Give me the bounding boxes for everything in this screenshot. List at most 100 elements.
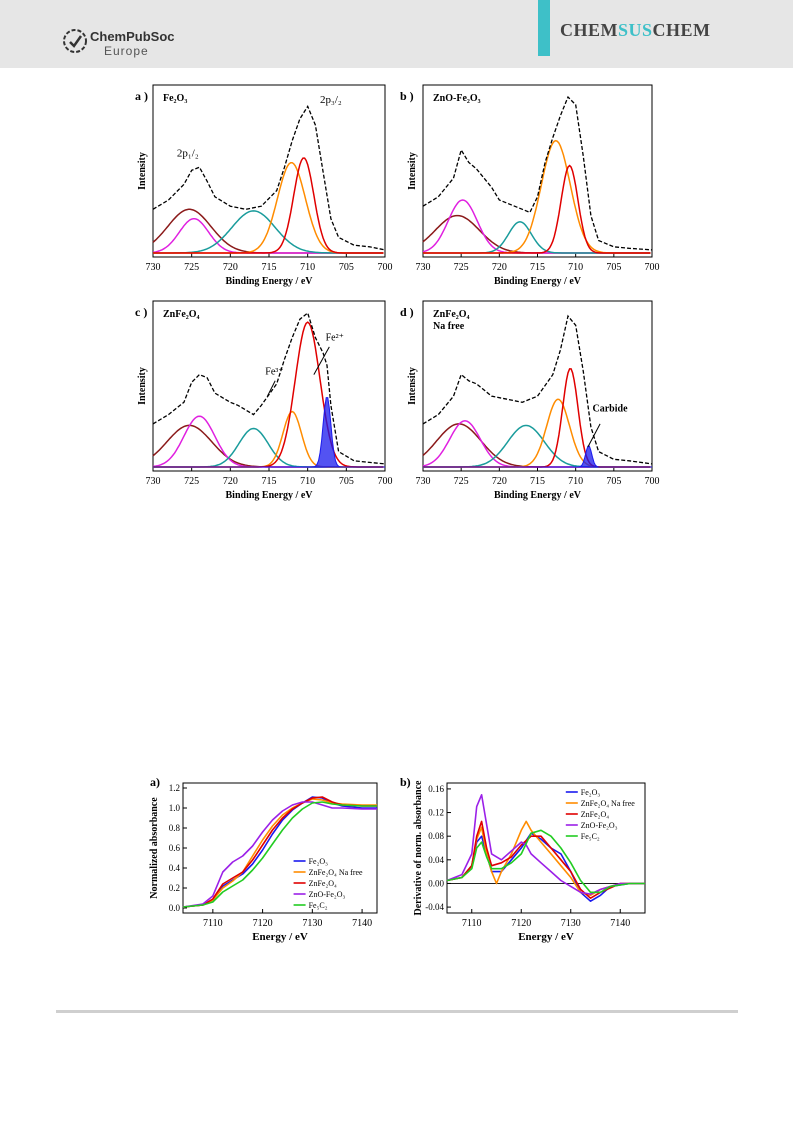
x-axis-label: Energy / eV (518, 931, 574, 943)
legend-label: Fe₂O₃ (581, 788, 601, 797)
y-tick-label: 1.2 (169, 783, 180, 793)
x-tick-label: 710 (568, 262, 583, 273)
page-header: ChemPubSoc Europe CHEMSUSCHEM (0, 0, 793, 68)
series-line (446, 820, 645, 900)
annotation-carbide: Carbide (593, 404, 629, 415)
annotation-fe2: Fe²⁺ (326, 333, 344, 344)
panel-label: b ) (400, 89, 414, 103)
y-tick-label: 0.8 (169, 823, 181, 833)
x-tick-label: 730 (146, 476, 161, 487)
x-tick-label: 725 (184, 476, 199, 487)
xas-panel-1: a) 7110 7120 7130 7140 0.0 0.2 0.4 0.6 0.8 1.0 1.2 E… (149, 775, 378, 943)
fit-peak-blue (423, 445, 652, 468)
panel-label: a) (150, 775, 160, 789)
x-tick-label: 705 (606, 476, 621, 487)
x-tick-label: 7120 (253, 918, 273, 929)
plot-frame (446, 782, 646, 914)
x-tick-label: 700 (378, 262, 393, 273)
x-tick-label: 720 (492, 476, 507, 487)
legend-label: Fe₅C₂ (581, 832, 600, 841)
y-axis-label: Intensity (407, 152, 418, 190)
x-tick-label: 715 (530, 476, 545, 487)
x-tick-label: 7110 (462, 918, 482, 929)
arrow-fe2 (313, 346, 330, 375)
x-tick-label: 700 (378, 476, 393, 487)
series-line (182, 801, 377, 908)
x-tick-label: 730 (416, 262, 431, 273)
fit-peak-blue (153, 397, 385, 468)
xps-panel-2: b ) ZnO-Fe₂O₃ 730 725 720 715 710 705 700 Binding… (400, 84, 660, 287)
fit-peak-orange (153, 161, 384, 254)
x-tick-label: 720 (223, 262, 238, 273)
fit-peak-magenta (152, 217, 384, 254)
legend-label: Fe₅C₂ (309, 901, 328, 910)
x-tick-label: 705 (606, 262, 621, 273)
arrow-carbide (587, 423, 601, 448)
x-tick-label: 715 (530, 262, 545, 273)
y-tick-label: 0.12 (428, 808, 444, 818)
panel-label: c ) (135, 305, 147, 319)
x-tick-label: 720 (223, 476, 238, 487)
logo-name: ChemPubSoc (90, 29, 175, 44)
x-tick-label: 730 (416, 476, 431, 487)
y-tick-label: 0.00 (428, 878, 444, 888)
x-tick-label: 710 (568, 476, 583, 487)
plot-frame (152, 84, 386, 258)
experimental-curve (152, 104, 386, 251)
sample-label: ZnO-Fe₂O₃ (433, 93, 481, 104)
y-tick-label: 0.08 (428, 831, 444, 841)
fit-peak-red (423, 164, 651, 254)
x-tick-label: 7130 (561, 918, 581, 929)
x-axis-label: Energy / eV (252, 931, 308, 943)
y-tick-label: 0.16 (428, 784, 444, 794)
xps-panel-3: c ) ZnFe₂O₄ 730 725 720 715 710 705 700 Binding E… (135, 300, 393, 501)
x-tick-label: 725 (184, 262, 199, 273)
fit-peak-orange (153, 410, 384, 468)
fit-peak-orange (423, 139, 651, 254)
experimental-curve (152, 311, 386, 465)
x-tick-label: 705 (339, 476, 354, 487)
logo-subtitle: Europe (104, 44, 149, 58)
y-tick-label: 1.0 (169, 803, 181, 813)
fit-peak-magenta (152, 415, 384, 468)
fit-peak-brown (152, 424, 384, 468)
legend-label: ZnO-Fe₂O₃ (309, 890, 346, 899)
sample-label-2: Na free (433, 321, 465, 332)
fit-peak-brown (422, 423, 651, 468)
annotation-2p32: 2p₃/₂ (320, 94, 342, 106)
annotation-fe3: Fe³⁺ (265, 367, 283, 378)
experimental-curve (422, 95, 653, 251)
series-line (446, 829, 645, 894)
x-tick-label: 7140 (352, 918, 372, 929)
x-tick-label: 7110 (203, 918, 223, 929)
journal-title: CHEMSUSCHEM (560, 20, 711, 40)
y-axis-label: Intensity (137, 367, 148, 405)
x-axis-label: Binding Energy / eV (494, 490, 582, 501)
x-tick-label: 7120 (511, 918, 531, 929)
x-tick-label: 7140 (610, 918, 630, 929)
x-tick-label: 700 (645, 476, 660, 487)
experimental-curve (422, 314, 653, 465)
fit-peak-red (423, 368, 651, 468)
plot-frame (182, 782, 378, 914)
legend-label: ZnFe₂O₄ (309, 879, 337, 888)
panel-label: b) (400, 775, 411, 789)
x-tick-label: 700 (645, 262, 660, 273)
panel-label: d ) (400, 305, 414, 319)
x-tick-label: 725 (454, 262, 469, 273)
fit-peak-teal (153, 427, 384, 468)
x-tick-label: 705 (339, 262, 354, 273)
legend-label: ZnFe₂O₄ Na free (309, 868, 363, 877)
y-tick-label: 0.2 (169, 883, 180, 893)
y-tick-label: 0.04 (428, 855, 444, 865)
fit-peak-teal (423, 424, 651, 468)
arrow-fe3 (267, 380, 276, 397)
legend-label: ZnO-Fe₂O₃ (581, 821, 618, 830)
series-line (182, 798, 377, 908)
x-axis-label: Binding Energy / eV (494, 276, 582, 287)
fit-peak-red (153, 157, 384, 254)
series-line (182, 796, 377, 908)
legend-label: ZnFe₂O₄ (581, 810, 609, 819)
y-tick-label: -0.04 (425, 902, 444, 912)
